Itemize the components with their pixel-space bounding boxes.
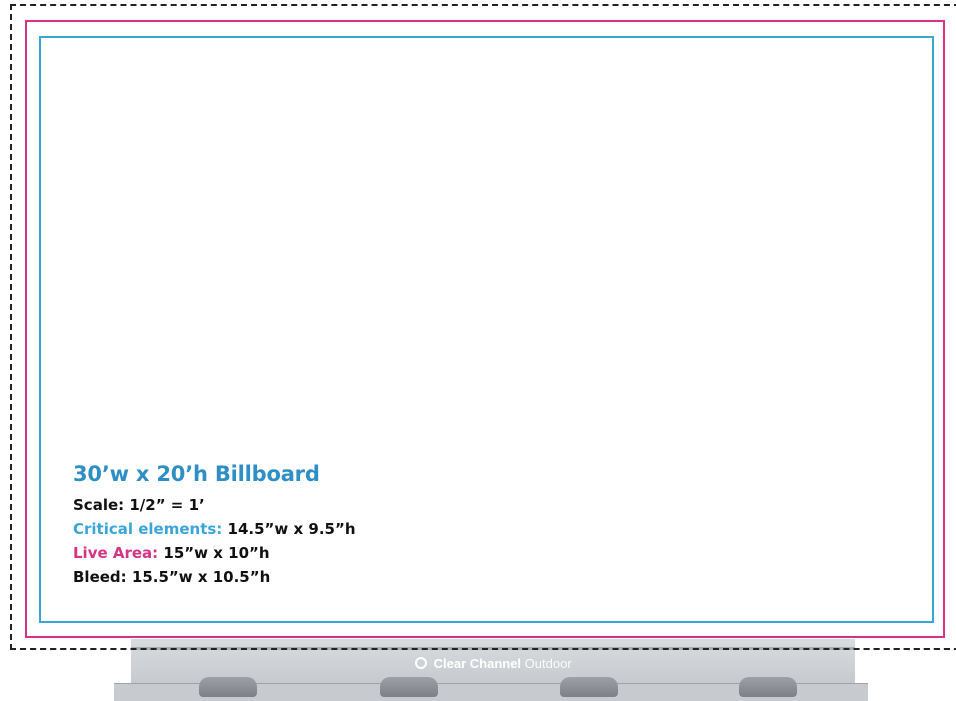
billboard-spec-block: 30’w x 20’h Billboard Scale: 1/2” = 1’ C… (73, 462, 573, 589)
billboard-light-3 (560, 677, 618, 697)
bleed-line: Bleed: 15.5”w x 10.5”h (73, 568, 271, 586)
brand-name-strong: Clear Channel (433, 656, 522, 671)
billboard-light-4 (739, 677, 797, 697)
billboard-title: 30’w x 20’h Billboard (73, 462, 320, 486)
live-line: Live Area: 15”w x 10”h (73, 541, 573, 565)
live-area-outline (25, 20, 945, 638)
billboard-walkway (114, 683, 868, 701)
billboard-light-1 (199, 677, 257, 697)
critical-value: 14.5”w x 9.5”h (227, 520, 356, 538)
live-label: Live Area: (73, 544, 159, 562)
billboard-light-2 (380, 677, 438, 697)
live-value: 15”w x 10”h (163, 544, 270, 562)
brand-mark-icon (415, 657, 427, 669)
bleed-bottom-edge (10, 648, 956, 652)
critical-area-outline (39, 36, 934, 623)
critical-line: Critical elements: 14.5”w x 9.5”h (73, 517, 573, 541)
brand-logo: Clear Channel Outdoor (415, 656, 572, 671)
scale-line: Scale: 1/2” = 1’ (73, 496, 205, 514)
critical-label: Critical elements: (73, 520, 223, 538)
brand-name-light: Outdoor (524, 656, 572, 671)
